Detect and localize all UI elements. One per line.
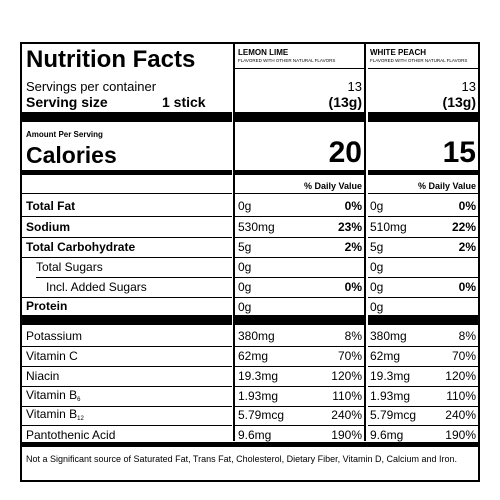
value-white-peach: 5.79mcg (370, 408, 417, 422)
value-lemon-lime: 62mg (238, 349, 269, 363)
row-label-vitamin-b6: Vitamin B6 (26, 388, 81, 403)
nutrition-facts-label: Nutrition Facts Servings per container S… (20, 42, 480, 482)
row-label-sodium: Sodium (26, 220, 70, 234)
row-label-vitamin-c: Vitamin C (26, 349, 78, 363)
percent-white-peach: 8% (458, 329, 476, 343)
row-label-protein: Protein (26, 299, 68, 313)
value-white-peach: 9.6mg (370, 428, 404, 442)
value-lemon-lime: 0g (238, 300, 252, 314)
percent-lemon-lime: 240% (331, 408, 362, 422)
value-white-peach: 1.93mg (370, 389, 411, 403)
serving-size-label: Serving size (26, 94, 108, 110)
value-lemon-lime: 380mg (238, 329, 275, 343)
product-name-lemon-lime: LEMON LIME (238, 48, 289, 57)
percent-lemon-lime: 190% (331, 428, 362, 442)
footnote: Not a Significant source of Saturated Fa… (26, 454, 458, 464)
value-white-peach: 5g (370, 240, 384, 254)
value-lemon-lime: 19.3mg (238, 369, 279, 383)
percent-white-peach: 110% (446, 389, 476, 403)
percent-white-peach: 22% (451, 220, 476, 234)
value-white-peach: 0g (370, 199, 384, 213)
product-subtitle-lemon-lime: FLAVORED WITH OTHER NATURAL FLAVORS (238, 58, 336, 63)
percent-white-peach: 2% (458, 240, 476, 254)
value-white-peach: 0g (370, 300, 384, 314)
percent-white-peach: 190% (445, 428, 476, 442)
label-title: Nutrition Facts (26, 46, 196, 73)
value-white-peach: 0g (370, 280, 384, 294)
value-lemon-lime: 0g (238, 260, 252, 274)
percent-lemon-lime: 70% (337, 349, 362, 363)
calories-label: Calories (26, 142, 117, 168)
percent-lemon-lime: 0% (344, 280, 362, 294)
row-label-total-carbohydrate: Total Carbohydrate (26, 240, 136, 254)
value-lemon-lime: 9.6mg (238, 428, 272, 442)
value-white-peach: 19.3mg (370, 369, 411, 383)
servings-lemon-lime: 13 (347, 79, 362, 94)
row-label-potassium: Potassium (26, 329, 83, 343)
value-lemon-lime: 0g (238, 199, 252, 213)
calories-white-peach: 15 (442, 136, 476, 169)
percent-lemon-lime: 23% (337, 220, 362, 234)
serving-size-value: 1 stick (162, 94, 206, 110)
row-label-vitamin-b12: Vitamin B12 (26, 407, 84, 422)
percent-lemon-lime: 2% (344, 240, 362, 254)
percent-lemon-lime: 8% (344, 329, 362, 343)
value-lemon-lime: 5g (238, 240, 252, 254)
value-lemon-lime: 5.79mcg (238, 408, 285, 422)
amount-per-serving-label: Amount Per Serving (26, 130, 103, 139)
servings-white-peach: 13 (461, 79, 476, 94)
value-white-peach: 510mg (370, 220, 407, 234)
value-white-peach: 380mg (370, 329, 407, 343)
daily-value-header-lemon-lime: % Daily Value (303, 181, 362, 191)
product-name-white-peach: WHITE PEACH (370, 48, 426, 57)
serving-size-white-peach: (13g) (442, 94, 476, 110)
column-divider-1 (233, 44, 235, 441)
value-lemon-lime: 0g (238, 280, 252, 294)
percent-white-peach: 0% (458, 280, 476, 294)
percent-white-peach: 240% (445, 408, 476, 422)
row-label-pantothenic-acid: Pantothenic Acid (26, 428, 116, 442)
column-divider-2 (364, 44, 366, 441)
daily-value-header-white-peach: % Daily Value (417, 181, 476, 191)
percent-lemon-lime: 0% (344, 199, 362, 213)
value-lemon-lime: 530mg (238, 220, 275, 234)
serving-size-lemon-lime: (13g) (328, 94, 362, 110)
percent-lemon-lime: 120% (331, 369, 362, 383)
servings-per-container-label: Servings per container (26, 79, 157, 94)
value-lemon-lime: 1.93mg (238, 389, 279, 403)
row-label-total-sugars: Total Sugars (36, 260, 103, 274)
row-label-added-sugars: Incl. Added Sugars (46, 280, 147, 294)
value-white-peach: 62mg (370, 349, 401, 363)
percent-white-peach: 120% (445, 369, 476, 383)
thick-rule (22, 112, 232, 122)
row-label-niacin: Niacin (26, 369, 60, 383)
product-subtitle-white-peach: FLAVORED WITH OTHER NATURAL FLAVORS (370, 58, 468, 63)
percent-lemon-lime: 110% (332, 389, 362, 403)
percent-white-peach: 0% (458, 199, 476, 213)
percent-white-peach: 70% (451, 349, 476, 363)
calories-lemon-lime: 20 (328, 136, 362, 169)
row-label-total-fat: Total Fat (26, 199, 76, 213)
value-white-peach: 0g (370, 260, 384, 274)
